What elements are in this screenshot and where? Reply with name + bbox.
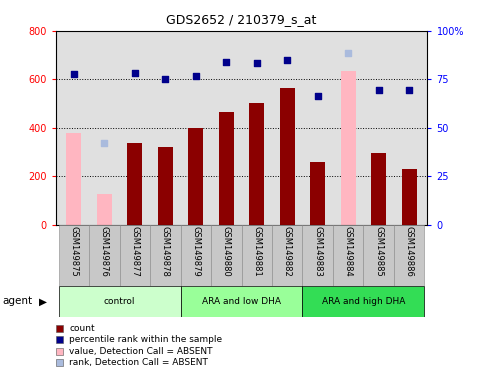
Bar <box>58 286 181 317</box>
Bar <box>89 225 120 286</box>
Bar <box>363 225 394 286</box>
Text: GSM149881: GSM149881 <box>252 227 261 277</box>
Bar <box>219 112 234 225</box>
Text: ARA and low DHA: ARA and low DHA <box>202 297 281 306</box>
Text: GSM149886: GSM149886 <box>405 227 413 277</box>
Bar <box>211 225 242 286</box>
Point <box>131 70 139 76</box>
Bar <box>302 225 333 286</box>
Text: GSM149883: GSM149883 <box>313 227 322 277</box>
Bar <box>310 162 326 225</box>
Point <box>70 71 78 78</box>
Bar <box>242 225 272 286</box>
Text: GSM149877: GSM149877 <box>130 227 139 277</box>
Point <box>192 73 199 79</box>
Text: ▶: ▶ <box>39 296 47 306</box>
Bar <box>58 225 89 286</box>
Bar <box>401 169 417 225</box>
Text: GSM149876: GSM149876 <box>100 227 109 277</box>
Text: GSM149880: GSM149880 <box>222 227 231 277</box>
Text: GSM149885: GSM149885 <box>374 227 383 277</box>
Text: rank, Detection Call = ABSENT: rank, Detection Call = ABSENT <box>69 358 208 367</box>
Bar <box>280 88 295 225</box>
Bar <box>181 225 211 286</box>
Bar <box>127 144 142 225</box>
Bar <box>150 225 181 286</box>
Bar <box>157 147 173 225</box>
Bar <box>188 128 203 225</box>
Text: GSM149882: GSM149882 <box>283 227 292 277</box>
Bar <box>302 286 425 317</box>
Bar <box>97 194 112 225</box>
Point <box>375 87 383 93</box>
Point <box>314 93 322 99</box>
Bar <box>371 153 386 225</box>
Text: GSM149879: GSM149879 <box>191 227 200 277</box>
Text: value, Detection Call = ABSENT: value, Detection Call = ABSENT <box>69 347 213 356</box>
Bar <box>341 71 356 225</box>
Bar <box>272 225 302 286</box>
Bar <box>181 286 302 317</box>
Point <box>253 60 261 66</box>
Point <box>344 50 352 56</box>
Text: control: control <box>104 297 135 306</box>
Bar <box>333 225 363 286</box>
Bar <box>66 132 82 225</box>
Text: ARA and high DHA: ARA and high DHA <box>322 297 405 306</box>
Point <box>405 87 413 93</box>
Point <box>100 141 108 147</box>
Text: GSM149878: GSM149878 <box>161 227 170 277</box>
Bar <box>249 103 264 225</box>
Text: count: count <box>69 324 95 333</box>
Point <box>284 57 291 63</box>
Text: GDS2652 / 210379_s_at: GDS2652 / 210379_s_at <box>166 13 317 26</box>
Point <box>161 76 169 82</box>
Bar <box>394 225 425 286</box>
Point <box>222 59 230 65</box>
Bar <box>120 225 150 286</box>
Text: agent: agent <box>2 296 32 306</box>
Text: GSM149884: GSM149884 <box>344 227 353 277</box>
Text: GSM149875: GSM149875 <box>70 227 78 277</box>
Text: percentile rank within the sample: percentile rank within the sample <box>69 335 222 344</box>
